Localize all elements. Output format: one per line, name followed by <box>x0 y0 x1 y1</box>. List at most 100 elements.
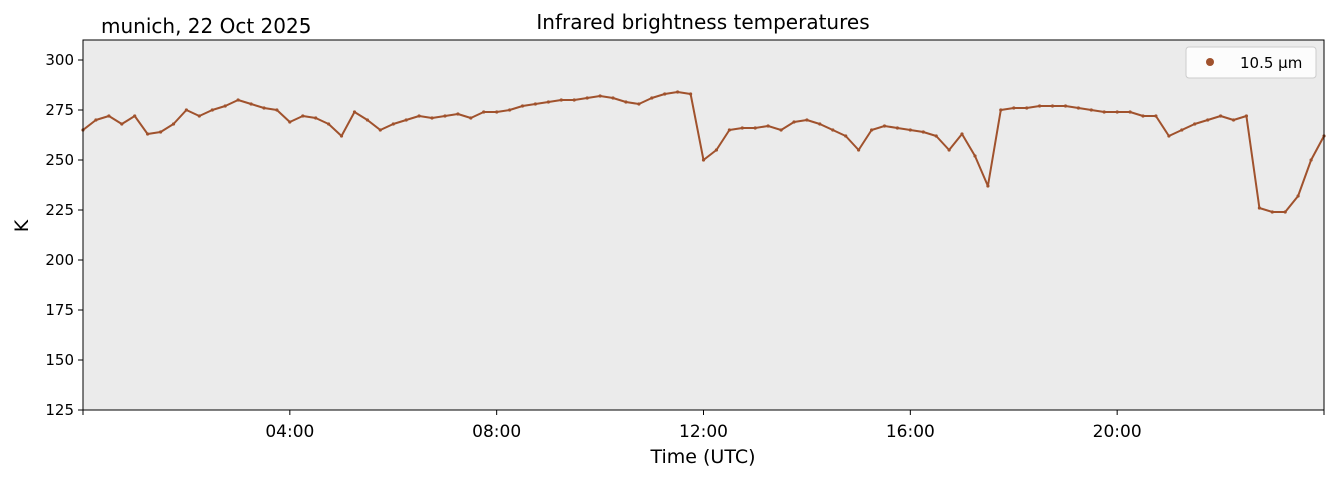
data-point <box>352 110 357 114</box>
legend-marker <box>1206 58 1214 66</box>
data-point <box>727 128 732 132</box>
data-point <box>934 134 938 138</box>
data-point <box>947 148 951 152</box>
data-point <box>1296 194 1300 198</box>
data-point <box>1206 118 1210 122</box>
data-point <box>365 118 369 122</box>
y-tick-label: 175 <box>45 301 74 319</box>
data-point <box>921 130 925 134</box>
data-point <box>1050 104 1055 108</box>
data-point <box>650 96 654 100</box>
data-point <box>701 158 706 162</box>
data-point <box>598 94 602 98</box>
data-point <box>391 122 395 126</box>
data-point <box>301 114 305 118</box>
data-point <box>857 148 861 152</box>
data-point <box>779 128 783 132</box>
legend[interactable]: 10.5 µm <box>1185 46 1317 79</box>
x-tick-label: 08:00 <box>472 422 521 442</box>
data-point <box>714 148 719 152</box>
data-point <box>805 118 809 122</box>
y-tick-label: 250 <box>45 151 74 169</box>
data-point <box>895 126 900 130</box>
data-point <box>378 128 382 132</box>
data-point <box>417 114 421 118</box>
data-point <box>908 128 912 132</box>
data-point <box>882 124 887 128</box>
data-point <box>689 92 693 96</box>
data-point <box>1180 128 1184 132</box>
data-point <box>533 102 538 106</box>
data-point <box>171 122 176 126</box>
data-point <box>94 118 98 122</box>
data-point <box>1283 210 1287 214</box>
y-axis: 125 150 175 200 225 250 275 300 <box>45 51 83 419</box>
x-axis-label: Time (UTC) <box>649 446 755 468</box>
data-point <box>456 112 460 116</box>
data-point <box>469 116 473 120</box>
data-point <box>1025 106 1029 110</box>
data-point <box>262 106 266 110</box>
data-point <box>430 116 434 120</box>
data-point <box>1012 106 1016 110</box>
data-point <box>1167 134 1171 138</box>
data-point <box>1270 210 1274 214</box>
data-point <box>443 114 447 118</box>
plot-frame <box>82 39 1325 411</box>
data-point <box>546 100 551 104</box>
data-point <box>159 130 163 134</box>
data-point <box>314 116 318 120</box>
data-point <box>495 110 499 114</box>
y-tick-label: 225 <box>45 201 74 219</box>
y-tick-label: 300 <box>45 51 74 69</box>
data-point <box>818 122 822 126</box>
data-point <box>1128 110 1132 114</box>
data-point <box>559 98 563 102</box>
data-point <box>766 124 770 128</box>
y-tick-label: 200 <box>45 251 74 269</box>
data-point <box>1076 106 1080 110</box>
data-point <box>740 126 744 130</box>
data-point <box>133 114 137 118</box>
series-10-5-um <box>81 90 1326 214</box>
x-axis: 04:00 08:00 12:00 16:00 20:00 <box>82 410 1325 442</box>
data-point <box>210 108 214 112</box>
data-point <box>197 114 201 118</box>
data-point <box>1219 114 1223 118</box>
data-point <box>404 118 408 122</box>
data-point <box>624 100 628 104</box>
data-point <box>676 90 680 94</box>
data-point <box>572 98 576 102</box>
data-point <box>249 102 253 106</box>
data-point <box>146 132 150 136</box>
data-point <box>1257 206 1261 210</box>
data-point <box>275 108 279 112</box>
data-point <box>870 128 874 132</box>
data-point <box>753 126 757 130</box>
data-point <box>611 96 615 100</box>
data-point <box>482 110 486 114</box>
data-point <box>223 104 227 108</box>
data-point <box>1309 158 1313 162</box>
data-point <box>792 120 796 124</box>
legend-box <box>1185 46 1317 79</box>
y-tick-label: 150 <box>45 351 74 369</box>
data-point <box>844 134 848 138</box>
x-tick-label: 20:00 <box>1093 422 1142 442</box>
data-point <box>120 122 124 126</box>
y-tick-label: 125 <box>45 401 74 419</box>
y-tick-label: 275 <box>45 101 74 119</box>
data-point <box>1141 114 1145 118</box>
location-date-label: munich, 22 Oct 2025 <box>101 14 311 38</box>
y-axis-label: K <box>11 219 33 232</box>
data-point <box>520 104 525 108</box>
data-point <box>1102 110 1106 114</box>
data-point <box>1089 108 1093 112</box>
data-point <box>960 132 964 136</box>
data-point <box>288 120 292 124</box>
data-point <box>1154 114 1158 118</box>
legend-label: 10.5 µm <box>1240 54 1302 72</box>
data-point <box>1231 118 1236 122</box>
data-point <box>1193 122 1197 126</box>
